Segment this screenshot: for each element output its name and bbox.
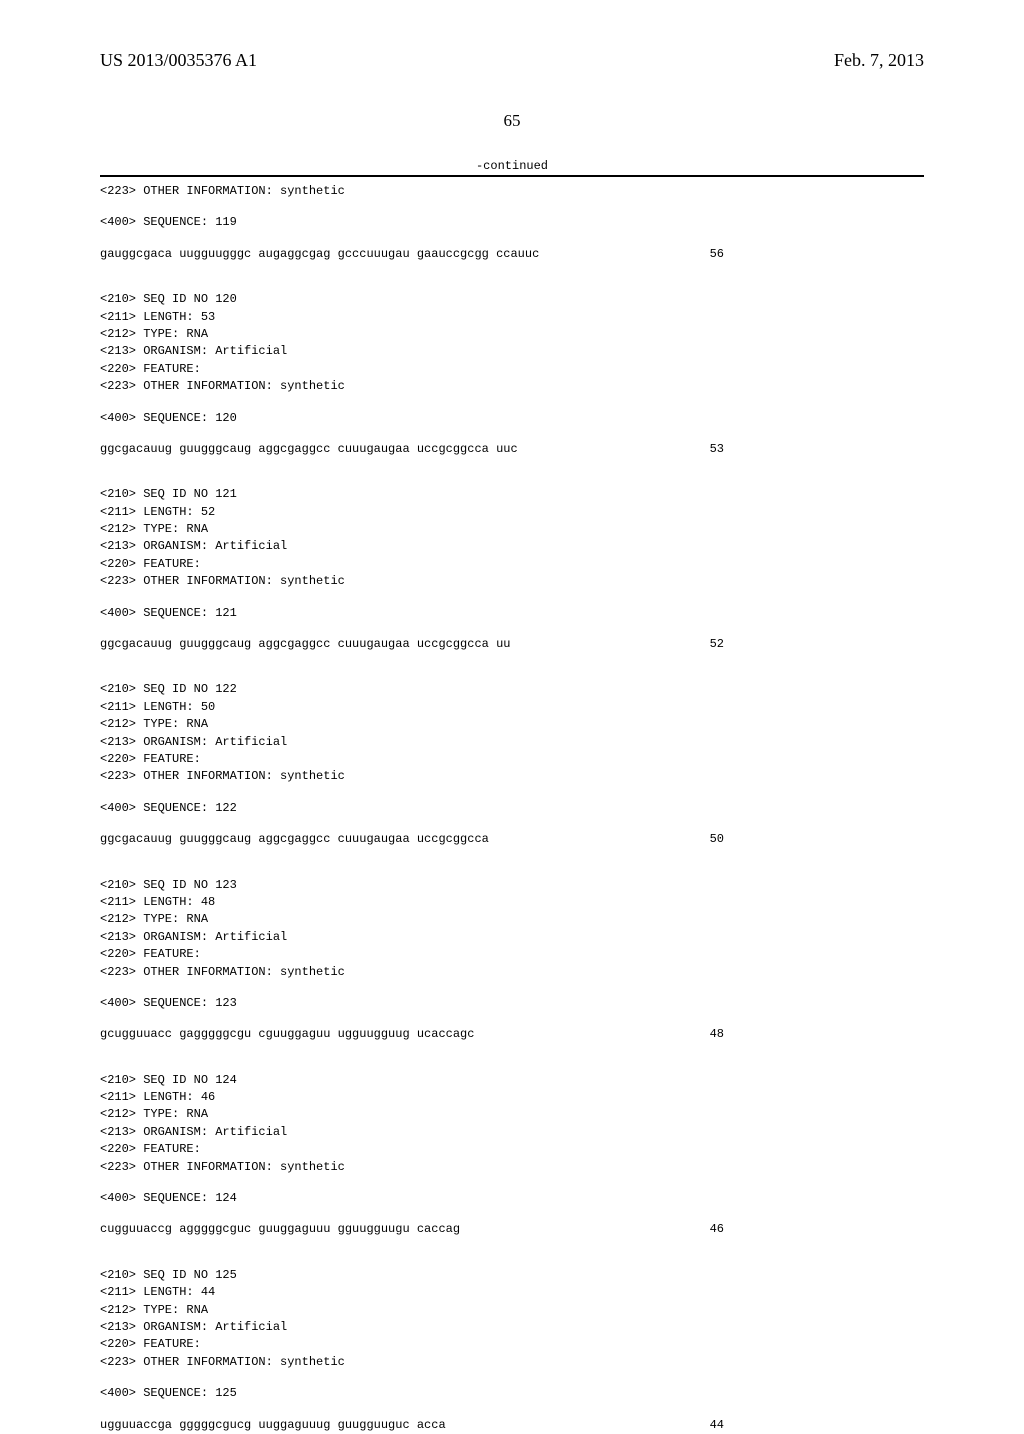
sequence-meta-line: <210> SEQ ID NO 125: [100, 1267, 924, 1284]
sequence-meta-line: <213> ORGANISM: Artificial: [100, 1124, 924, 1141]
blank-line: [100, 653, 924, 667]
sequence-text: cugguuaccg agggggcguc guuggaguuu gguuggu…: [100, 1221, 460, 1238]
sequence-row: ggcgacauug guugggcaug aggcgaggcc cuuugau…: [100, 441, 924, 458]
sequence-meta-line: <223> OTHER INFORMATION: synthetic: [100, 1354, 924, 1371]
sequence-position: 56: [710, 246, 924, 263]
sequence-meta-line: <220> FEATURE:: [100, 1141, 924, 1158]
blank-line: [100, 263, 924, 277]
blank-line: [100, 200, 924, 214]
page-number: 65: [100, 111, 924, 131]
sequence-text: ggcgacauug guugggcaug aggcgaggcc cuuugau…: [100, 441, 518, 458]
sequence-meta-line: <400> SEQUENCE: 121: [100, 605, 924, 622]
sequence-text: ggcgacauug guugggcaug aggcgaggcc cuuugau…: [100, 831, 489, 848]
sequence-meta-line: <212> TYPE: RNA: [100, 326, 924, 343]
blank-line: [100, 1207, 924, 1221]
sequence-meta-line: <220> FEATURE:: [100, 946, 924, 963]
sequence-meta-line: <220> FEATURE:: [100, 556, 924, 573]
sequence-position: 53: [710, 441, 924, 458]
sequence-meta-line: <210> SEQ ID NO 121: [100, 486, 924, 503]
sequence-meta-line: <213> ORGANISM: Artificial: [100, 1319, 924, 1336]
sequence-position: 50: [710, 831, 924, 848]
sequence-meta-line: <400> SEQUENCE: 122: [100, 800, 924, 817]
blank-line: [100, 458, 924, 472]
sequence-meta-line: <211> LENGTH: 52: [100, 504, 924, 521]
blank-line: [100, 591, 924, 605]
sequence-meta-line: <213> ORGANISM: Artificial: [100, 929, 924, 946]
sequence-row: cugguuaccg agggggcguc guuggaguuu gguuggu…: [100, 1221, 924, 1238]
blank-line: [100, 427, 924, 441]
sequence-position: 48: [710, 1026, 924, 1043]
blank-line: [100, 667, 924, 681]
blank-line: [100, 817, 924, 831]
sequence-text: gcugguuacc gagggggcgu cguuggaguu ugguugg…: [100, 1026, 474, 1043]
sequence-row: gauggcgaca uugguugggc augaggcgag gcccuuu…: [100, 246, 924, 263]
sequence-meta-line: <210> SEQ ID NO 122: [100, 681, 924, 698]
page: US 2013/0035376 A1 Feb. 7, 2013 65 -cont…: [0, 0, 1024, 1320]
sequence-row: ugguuaccga gggggcgucg uuggaguuug guugguu…: [100, 1417, 924, 1434]
sequence-meta-line: <212> TYPE: RNA: [100, 716, 924, 733]
sequence-meta-line: <212> TYPE: RNA: [100, 521, 924, 538]
blank-line: [100, 1403, 924, 1417]
sequence-meta-line: <212> TYPE: RNA: [100, 911, 924, 928]
sequence-meta-line: <223> OTHER INFORMATION: synthetic: [100, 964, 924, 981]
sequence-meta-line: <223> OTHER INFORMATION: synthetic: [100, 183, 924, 200]
sequence-meta-line: <213> ORGANISM: Artificial: [100, 343, 924, 360]
blank-line: [100, 1253, 924, 1267]
sequence-row: ggcgacauug guugggcaug aggcgaggcc cuuugau…: [100, 636, 924, 653]
sequence-meta-line: <223> OTHER INFORMATION: synthetic: [100, 573, 924, 590]
blank-line: [100, 277, 924, 291]
blank-line: [100, 1012, 924, 1026]
blank-line: [100, 1044, 924, 1058]
continued-label: -continued: [100, 159, 924, 173]
sequence-meta-line: <220> FEATURE:: [100, 1336, 924, 1353]
blank-line: [100, 472, 924, 486]
sequence-position: 46: [710, 1221, 924, 1238]
sequence-listing: <223> OTHER INFORMATION: synthetic <400> …: [100, 183, 924, 1434]
blank-line: [100, 1058, 924, 1072]
sequence-meta-line: <223> OTHER INFORMATION: synthetic: [100, 768, 924, 785]
sequence-meta-line: <213> ORGANISM: Artificial: [100, 538, 924, 555]
blank-line: [100, 786, 924, 800]
sequence-meta-line: <211> LENGTH: 53: [100, 309, 924, 326]
sequence-meta-line: <400> SEQUENCE: 124: [100, 1190, 924, 1207]
sequence-meta-line: <220> FEATURE:: [100, 751, 924, 768]
blank-line: [100, 1239, 924, 1253]
sequence-meta-line: <212> TYPE: RNA: [100, 1302, 924, 1319]
sequence-meta-line: <213> ORGANISM: Artificial: [100, 734, 924, 751]
sequence-meta-line: <400> SEQUENCE: 125: [100, 1385, 924, 1402]
sequence-meta-line: <400> SEQUENCE: 123: [100, 995, 924, 1012]
sequence-meta-line: <223> OTHER INFORMATION: synthetic: [100, 1159, 924, 1176]
sequence-meta-line: <212> TYPE: RNA: [100, 1106, 924, 1123]
sequence-meta-line: <210> SEQ ID NO 123: [100, 877, 924, 894]
page-header: US 2013/0035376 A1 Feb. 7, 2013: [100, 50, 924, 71]
sequence-meta-line: <400> SEQUENCE: 120: [100, 410, 924, 427]
sequence-text: gauggcgaca uugguugggc augaggcgag gcccuuu…: [100, 246, 539, 263]
blank-line: [100, 1176, 924, 1190]
publication-date: Feb. 7, 2013: [834, 50, 924, 71]
sequence-meta-line: <211> LENGTH: 48: [100, 894, 924, 911]
sequence-meta-line: <211> LENGTH: 50: [100, 699, 924, 716]
publication-number: US 2013/0035376 A1: [100, 50, 257, 71]
sequence-position: 44: [710, 1417, 924, 1434]
horizontal-rule: [100, 175, 924, 177]
blank-line: [100, 622, 924, 636]
sequence-meta-line: <223> OTHER INFORMATION: synthetic: [100, 378, 924, 395]
sequence-text: ggcgacauug guugggcaug aggcgaggcc cuuugau…: [100, 636, 510, 653]
sequence-meta-line: <211> LENGTH: 46: [100, 1089, 924, 1106]
blank-line: [100, 849, 924, 863]
blank-line: [100, 396, 924, 410]
sequence-meta-line: <211> LENGTH: 44: [100, 1284, 924, 1301]
blank-line: [100, 863, 924, 877]
sequence-meta-line: <210> SEQ ID NO 124: [100, 1072, 924, 1089]
sequence-position: 52: [710, 636, 924, 653]
sequence-meta-line: <400> SEQUENCE: 119: [100, 214, 924, 231]
sequence-row: ggcgacauug guugggcaug aggcgaggcc cuuugau…: [100, 831, 924, 848]
sequence-row: gcugguuacc gagggggcgu cguuggaguu ugguugg…: [100, 1026, 924, 1043]
sequence-meta-line: <210> SEQ ID NO 120: [100, 291, 924, 308]
sequence-meta-line: <220> FEATURE:: [100, 361, 924, 378]
blank-line: [100, 981, 924, 995]
sequence-text: ugguuaccga gggggcgucg uuggaguuug guugguu…: [100, 1417, 446, 1434]
blank-line: [100, 1371, 924, 1385]
blank-line: [100, 232, 924, 246]
